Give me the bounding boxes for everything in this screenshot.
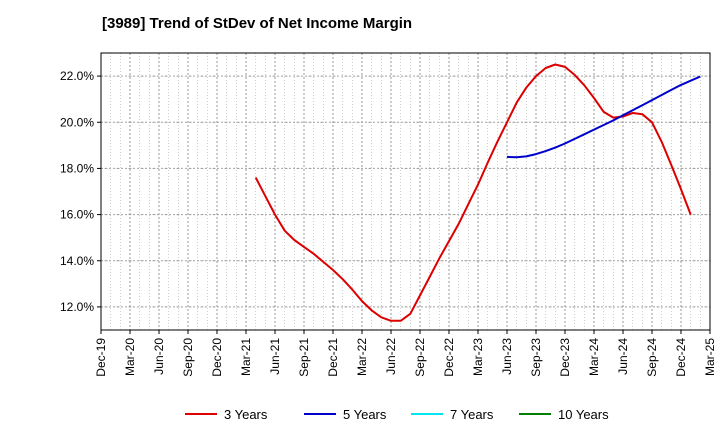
chart-title: [3989] Trend of StDev of Net Income Marg… xyxy=(102,15,413,32)
y-tick-label: 16.0% xyxy=(60,208,94,222)
y-tick-label: 12.0% xyxy=(60,300,94,314)
legend-label-7-years: 7 Years xyxy=(450,407,494,422)
x-tick-label: Dec-19 xyxy=(94,338,108,377)
x-tick-label: Mar-22 xyxy=(355,338,369,376)
x-tick-label: Mar-23 xyxy=(471,338,485,376)
x-tick-label: Sep-24 xyxy=(645,338,659,377)
x-tick-label: Sep-23 xyxy=(529,338,543,377)
y-tick-label: 22.0% xyxy=(60,69,94,83)
x-tick-label: Dec-21 xyxy=(326,338,340,377)
legend-label-3-years: 3 Years xyxy=(224,407,268,422)
x-tick-label: Mar-24 xyxy=(587,338,601,376)
legend-label-5-years: 5 Years xyxy=(343,407,387,422)
x-tick-label: Sep-21 xyxy=(297,338,311,377)
x-tick-label: Jun-21 xyxy=(268,338,282,375)
y-tick-label: 20.0% xyxy=(60,115,94,129)
x-tick-label: Mar-20 xyxy=(123,338,137,376)
x-tick-label: Dec-24 xyxy=(674,338,688,377)
plot-area xyxy=(100,52,711,331)
x-axis-ticks: Dec-19 Mar-20 Jun-20 Sep-20 Dec-20 Mar-21 Jun-… xyxy=(94,330,717,377)
x-tick-label: Mar-25 xyxy=(703,338,717,376)
series-line-3-years xyxy=(254,63,692,322)
x-tick-label: Jun-22 xyxy=(384,338,398,375)
grid-layer xyxy=(101,53,710,330)
x-tick-label: Dec-20 xyxy=(210,338,224,377)
y-tick-label: 18.0% xyxy=(60,161,94,175)
x-tick-label: Jun-24 xyxy=(616,338,630,375)
x-tick-label: Dec-22 xyxy=(442,338,456,377)
legend: 3 Years 5 Years 7 Years 10 Years xyxy=(185,407,609,422)
legend-label-10-years: 10 Years xyxy=(558,407,609,422)
x-tick-label: Mar-21 xyxy=(239,338,253,376)
series-layer xyxy=(254,63,701,322)
y-tick-label: 14.0% xyxy=(60,254,94,268)
y-axis-ticks: 12.0% 14.0% 16.0% 18.0% 20.0% 22.0% xyxy=(60,69,101,314)
series-line-5-years xyxy=(506,75,701,159)
x-tick-label: Dec-23 xyxy=(558,338,572,377)
x-tick-label: Sep-20 xyxy=(181,338,195,377)
x-tick-label: Sep-22 xyxy=(413,338,427,377)
x-tick-label: Jun-20 xyxy=(152,338,166,375)
x-tick-label: Jun-23 xyxy=(500,338,514,375)
